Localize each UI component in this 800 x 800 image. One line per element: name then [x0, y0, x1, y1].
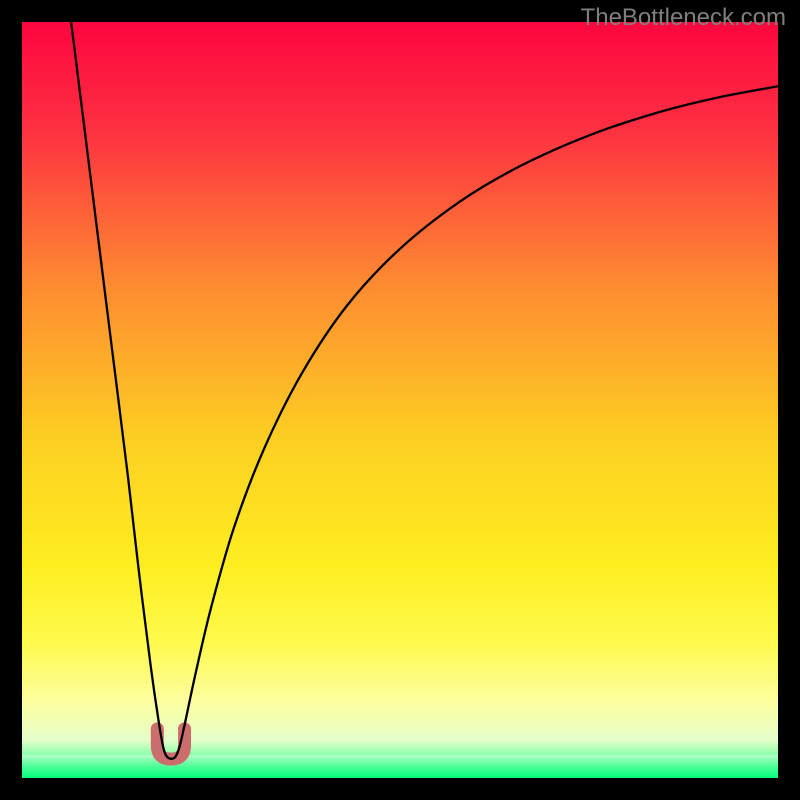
watermark-text: TheBottleneck.com — [581, 4, 786, 32]
bottleneck-curve-layer — [22, 22, 778, 778]
bottleneck-curve — [71, 22, 778, 759]
plot-area — [22, 22, 778, 778]
chart-frame: TheBottleneck.com — [0, 0, 800, 800]
